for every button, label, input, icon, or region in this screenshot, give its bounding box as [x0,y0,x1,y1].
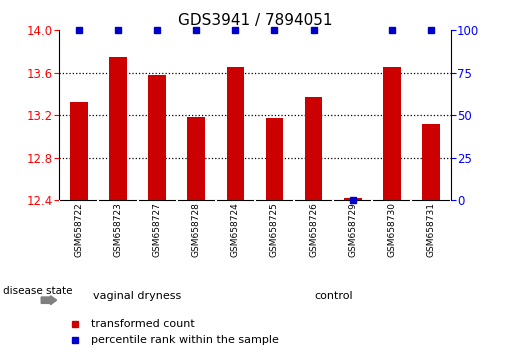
Text: GSM658726: GSM658726 [309,202,318,257]
Text: GSM658729: GSM658729 [348,202,357,257]
Text: GSM658727: GSM658727 [152,202,162,257]
Text: GSM658730: GSM658730 [387,202,397,257]
Text: control: control [314,291,352,301]
Bar [266,118,283,200]
Text: GSM658724: GSM658724 [231,202,240,257]
Bar [227,67,244,200]
Bar [422,124,440,200]
Text: percentile rank within the sample: percentile rank within the sample [91,335,279,345]
Bar [148,75,166,200]
Title: GDS3941 / 7894051: GDS3941 / 7894051 [178,12,332,28]
Text: GSM658731: GSM658731 [426,202,436,257]
Bar [305,97,322,200]
Bar [344,198,362,200]
Text: GSM658728: GSM658728 [192,202,201,257]
Text: vaginal dryness: vaginal dryness [93,291,182,301]
Bar [187,117,205,200]
Text: GSM658723: GSM658723 [113,202,123,257]
Text: GSM658725: GSM658725 [270,202,279,257]
Bar [70,102,88,200]
Text: transformed count: transformed count [91,319,194,329]
Bar [383,67,401,200]
Text: GSM658722: GSM658722 [74,202,83,257]
Text: disease state: disease state [3,286,72,296]
Bar [109,57,127,200]
